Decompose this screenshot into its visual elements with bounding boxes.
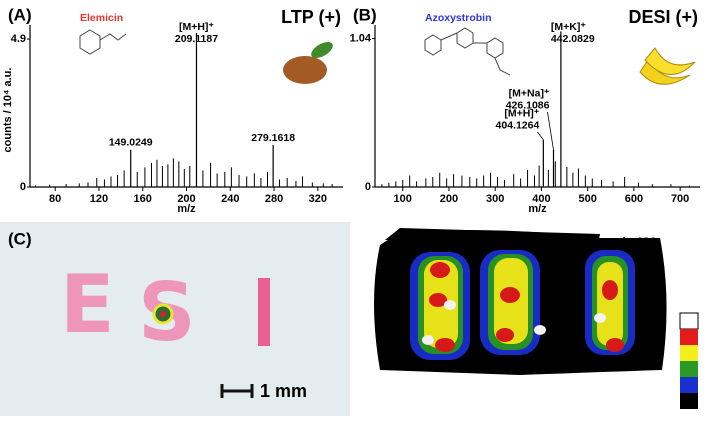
x-tick-label: 100: [394, 193, 412, 205]
y-tick-label: 1.04: [350, 32, 372, 44]
y-axis-label: counts / 10⁴ a.u.: [2, 68, 14, 153]
x-tick-label: 600: [625, 193, 643, 205]
panel-label: (C): [8, 229, 32, 248]
x-tick-label: 80: [49, 193, 61, 205]
peak-mz-label: 426.1086: [506, 100, 550, 112]
ms-image: [374, 228, 699, 409]
peak-mz-label: 279.1618: [251, 132, 295, 144]
x-tick-label: 240: [221, 193, 239, 205]
x-tick-label: 280: [265, 193, 283, 205]
chart-title: LTP (+): [281, 7, 341, 27]
x-tick-label: 200: [440, 193, 458, 205]
compound-name: Azoxystrobin: [425, 12, 492, 24]
ion-label: [M+K]⁺: [551, 21, 586, 33]
ion-label: [M+H]⁺: [179, 21, 214, 33]
panel-label: (D): [392, 229, 416, 248]
nutmeg-icon: [283, 42, 333, 84]
panel-label: (B): [353, 5, 377, 24]
image-title: m/z 429: [610, 234, 657, 249]
molecule-b: [424, 27, 511, 76]
x-tick-label: 120: [90, 193, 108, 205]
scale-bar-label: 1 mm: [260, 381, 307, 401]
x-tick-label: 160: [134, 193, 152, 205]
peak-mz-label: 404.1264: [496, 120, 540, 132]
photo-c: E S: [0, 222, 350, 416]
peak-mz-label: 209.1187: [175, 33, 218, 45]
ion-label: [M+H]⁺: [504, 108, 539, 120]
chart-title: DESI (+): [628, 7, 698, 27]
x-tick-label: 200: [177, 193, 195, 205]
x-tick-label: 320: [309, 193, 327, 205]
banana-icon: [639, 47, 696, 85]
x-axis-label: m/z: [177, 203, 196, 215]
y-tick-label: 0: [20, 181, 26, 193]
x-tick-label: 400: [532, 193, 550, 205]
x-tick-label: 500: [578, 193, 596, 205]
molecule-a: [79, 29, 127, 55]
ion-label: [M+Na]⁺: [509, 88, 550, 100]
svg-text:E: E: [60, 258, 115, 351]
x-axis-label: m/z: [528, 203, 547, 215]
pointer: [537, 131, 544, 141]
y-tick-label: 4.9: [11, 33, 26, 45]
x-tick-label: 300: [486, 193, 504, 205]
y-tick-label: 0: [365, 181, 371, 193]
x-tick-label: 700: [671, 193, 689, 205]
pointer: [547, 111, 554, 150]
panel-label: (A): [8, 5, 32, 24]
peak-mz-label: 442.0829: [551, 33, 595, 45]
compound-name: Elemicin: [80, 12, 123, 24]
peak-mz-label: 149.0249: [109, 137, 153, 149]
